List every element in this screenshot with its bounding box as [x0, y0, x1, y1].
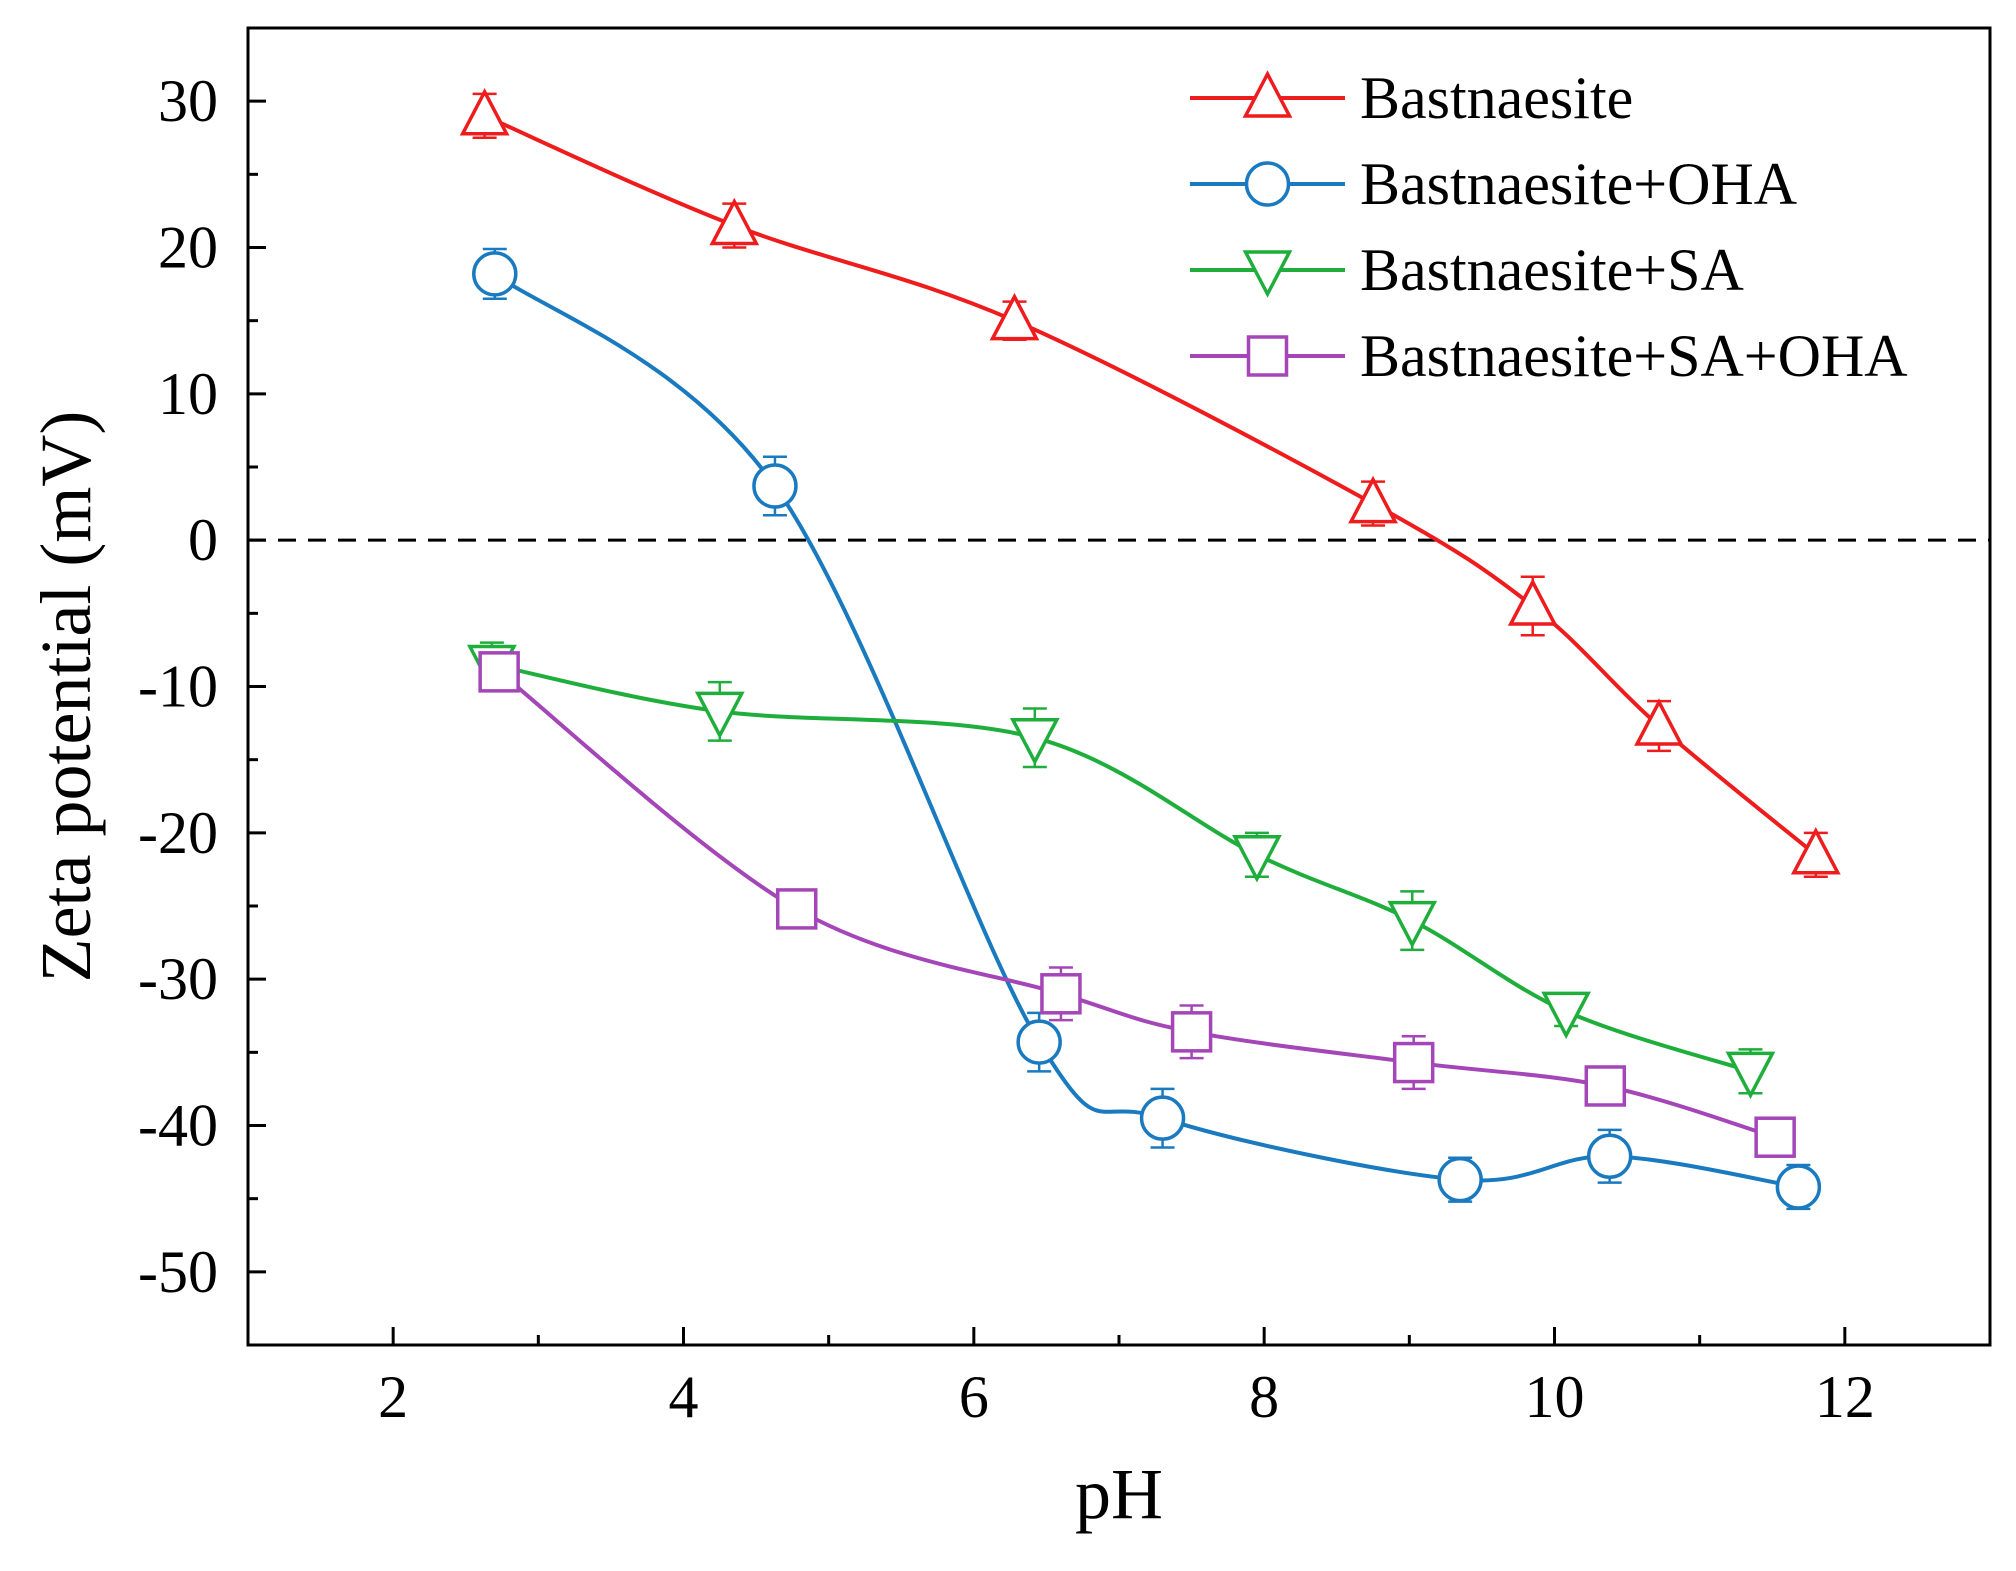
series-line-bastnaesite-sa-oha	[497, 670, 1776, 1140]
data-point-bastnaesite-oha	[752, 463, 798, 509]
x-tick-label: 8	[1249, 1364, 1279, 1430]
data-point-bastnaesite-oha	[1016, 1019, 1062, 1065]
legend-label: Bastnaesite+SA	[1360, 237, 1744, 303]
legend-label: Bastnaesite	[1360, 65, 1633, 131]
data-point-bastnaesite	[989, 292, 1040, 341]
data-point-bastnaesite-sa	[1541, 991, 1592, 1040]
y-tick-label: 10	[158, 361, 218, 427]
y-axis-title: Zeta potential (mV)	[26, 411, 106, 983]
data-point-bastnaesite	[1790, 827, 1841, 875]
data-point-bastnaesite-sa-oha	[1170, 1011, 1213, 1053]
y-tick-label: -20	[138, 800, 218, 866]
data-point-bastnaesite-sa	[1725, 1051, 1776, 1100]
data-point-bastnaesite-sa	[1387, 900, 1438, 949]
data-point-bastnaesite-sa	[1009, 717, 1060, 766]
series-markers	[459, 88, 1841, 1211]
x-tick-label: 12	[1815, 1364, 1875, 1430]
data-point-bastnaesite	[1634, 698, 1684, 746]
y-tick-label: 30	[158, 68, 218, 134]
data-point-bastnaesite-oha	[1775, 1164, 1822, 1210]
x-tick-label: 2	[378, 1364, 408, 1430]
legend-marker	[1244, 161, 1291, 207]
data-point-bastnaesite-sa-oha	[1392, 1041, 1435, 1084]
data-point-bastnaesite-sa-oha	[775, 888, 818, 930]
legend-marker	[1246, 335, 1289, 377]
data-point-bastnaesite	[1348, 475, 1398, 524]
legend-marker	[1242, 250, 1293, 298]
x-tick-label: 10	[1525, 1364, 1585, 1430]
legend: Bastnaesite Bastnaesite+OHA Bastnaesite+SA…	[1190, 65, 1908, 389]
data-point-bastnaesite-sa-oha	[478, 651, 520, 693]
data-point-bastnaesite-sa	[694, 691, 745, 740]
data-point-bastnaesite-oha	[1139, 1095, 1186, 1141]
data-point-bastnaesite-sa-oha	[1584, 1065, 1627, 1107]
legend-label: Bastnaesite+OHA	[1360, 151, 1797, 217]
y-tick-label: 0	[188, 507, 218, 573]
data-point-bastnaesite-sa-oha	[1754, 1116, 1796, 1158]
data-point-bastnaesite-sa	[1232, 835, 1282, 883]
series-line-bastnaesite	[483, 113, 1818, 857]
x-tick-label: 6	[959, 1364, 989, 1430]
y-tick-label: 20	[158, 215, 218, 281]
axes: 2 4 6 8 10 12 30 20 10 0 -10 -20 -30 -40 -50	[138, 26, 1992, 1430]
y-tick-label: -40	[138, 1093, 218, 1159]
y-tick-label: -30	[138, 946, 218, 1012]
data-point-bastnaesite-oha	[1586, 1133, 1633, 1179]
data-point-bastnaesite	[459, 88, 510, 136]
series-line-bastnaesite-oha	[493, 272, 1799, 1189]
x-tick-label: 4	[669, 1364, 699, 1430]
data-point-bastnaesite-oha	[472, 251, 518, 297]
legend-marker	[1242, 70, 1293, 118]
data-point-bastnaesite-oha	[1437, 1156, 1483, 1203]
x-axis-title: pH	[1075, 1454, 1163, 1534]
data-point-bastnaesite	[1507, 578, 1558, 626]
y-tick-label: -10	[138, 654, 218, 720]
data-point-bastnaesite-sa-oha	[1040, 973, 1082, 1015]
y-tick-label: -50	[138, 1239, 218, 1305]
legend-label: Bastnaesite+SA+OHA	[1360, 323, 1908, 389]
data-point-bastnaesite	[709, 197, 760, 246]
